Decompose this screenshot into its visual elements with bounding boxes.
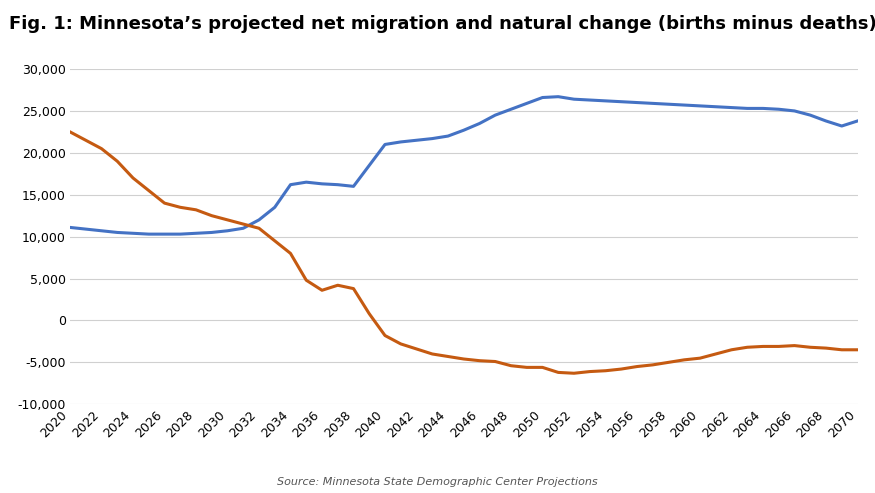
Net Migration bbox=[332, 182, 343, 188]
Natural Change bbox=[301, 277, 312, 283]
Natural Change bbox=[317, 287, 327, 293]
Net Migration bbox=[254, 217, 264, 223]
Net Migration bbox=[553, 94, 564, 100]
Net Migration bbox=[852, 118, 863, 124]
Natural Change bbox=[65, 129, 75, 135]
Net Migration bbox=[144, 231, 154, 237]
Natural Change bbox=[600, 368, 611, 374]
Net Migration bbox=[616, 99, 626, 105]
Natural Change bbox=[569, 370, 579, 376]
Natural Change bbox=[836, 347, 847, 353]
Line: Natural Change: Natural Change bbox=[70, 132, 858, 373]
Net Migration bbox=[836, 123, 847, 129]
Line: Net Migration: Net Migration bbox=[70, 97, 858, 234]
Text: Source: Minnesota State Demographic Center Projections: Source: Minnesota State Demographic Cent… bbox=[277, 477, 598, 487]
Net Migration bbox=[317, 181, 327, 187]
Natural Change bbox=[852, 347, 863, 353]
Net Migration bbox=[65, 224, 75, 230]
Text: Fig. 1: Minnesota’s projected net migration and natural change (births minus dea: Fig. 1: Minnesota’s projected net migrat… bbox=[9, 15, 875, 33]
Natural Change bbox=[238, 221, 248, 227]
Natural Change bbox=[648, 362, 658, 368]
Net Migration bbox=[663, 101, 674, 107]
